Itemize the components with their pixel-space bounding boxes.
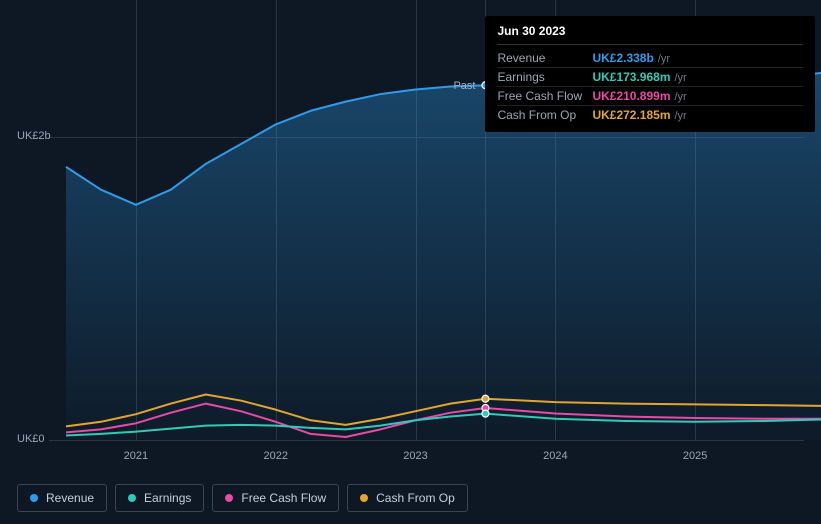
- tooltip-metric-label: Free Cash Flow: [497, 89, 592, 103]
- legend-label: Earnings: [144, 491, 191, 505]
- tooltip-metric-value: UK£2.338b: [592, 51, 653, 65]
- chart-legend: Revenue Earnings Free Cash Flow Cash From O…: [17, 484, 468, 512]
- legend-toggle-cash-from-op[interactable]: Cash From Op: [347, 484, 468, 512]
- legend-toggle-revenue[interactable]: Revenue: [17, 484, 107, 512]
- tooltip-metric-label: Earnings: [497, 70, 592, 84]
- tooltip-metric-unit: /yr: [658, 53, 670, 65]
- x-axis-tick-label: 2025: [683, 450, 707, 462]
- legend-dot-icon: [360, 494, 368, 502]
- legend-label: Cash From Op: [376, 491, 455, 505]
- tooltip-row: RevenueUK£2.338b/yr: [497, 49, 803, 68]
- y-axis-tick-label: UK£0: [17, 433, 45, 445]
- tooltip-metric-unit: /yr: [675, 110, 687, 122]
- tooltip-metric-unit: /yr: [675, 72, 687, 84]
- x-axis-tick-label: 2023: [403, 450, 427, 462]
- x-axis-tick-label: 2021: [124, 450, 148, 462]
- tooltip-row: Free Cash FlowUK£210.899m/yr: [497, 87, 803, 106]
- legend-label: Revenue: [46, 491, 94, 505]
- legend-label: Free Cash Flow: [241, 491, 326, 505]
- tooltip-metric-value: UK£272.185m: [592, 108, 670, 122]
- tooltip-metric-value: UK£210.899m: [592, 89, 670, 103]
- x-axis-tick-label: 2024: [543, 450, 567, 462]
- tooltip-metric-label: Revenue: [497, 51, 592, 65]
- tooltip-row: Cash From OpUK£272.185m/yr: [497, 106, 803, 124]
- past-label: Past: [453, 80, 475, 92]
- chart-tooltip: Jun 30 2023 RevenueUK£2.338b/yrEarningsU…: [485, 16, 815, 132]
- legend-toggle-earnings[interactable]: Earnings: [115, 484, 204, 512]
- tooltip-row: EarningsUK£173.968m/yr: [497, 68, 803, 87]
- tooltip-metric-label: Cash From Op: [497, 108, 592, 122]
- y-axis-tick-label: UK£2b: [17, 130, 51, 142]
- tooltip-title: Jun 30 2023: [497, 24, 803, 45]
- tooltip-metric-value: UK£173.968m: [592, 70, 670, 84]
- legend-toggle-free-cash-flow[interactable]: Free Cash Flow: [212, 484, 339, 512]
- legend-dot-icon: [225, 494, 233, 502]
- tooltip-metric-unit: /yr: [675, 91, 687, 103]
- legend-dot-icon: [128, 494, 136, 502]
- x-axis-tick-label: 2022: [263, 450, 287, 462]
- legend-dot-icon: [30, 494, 38, 502]
